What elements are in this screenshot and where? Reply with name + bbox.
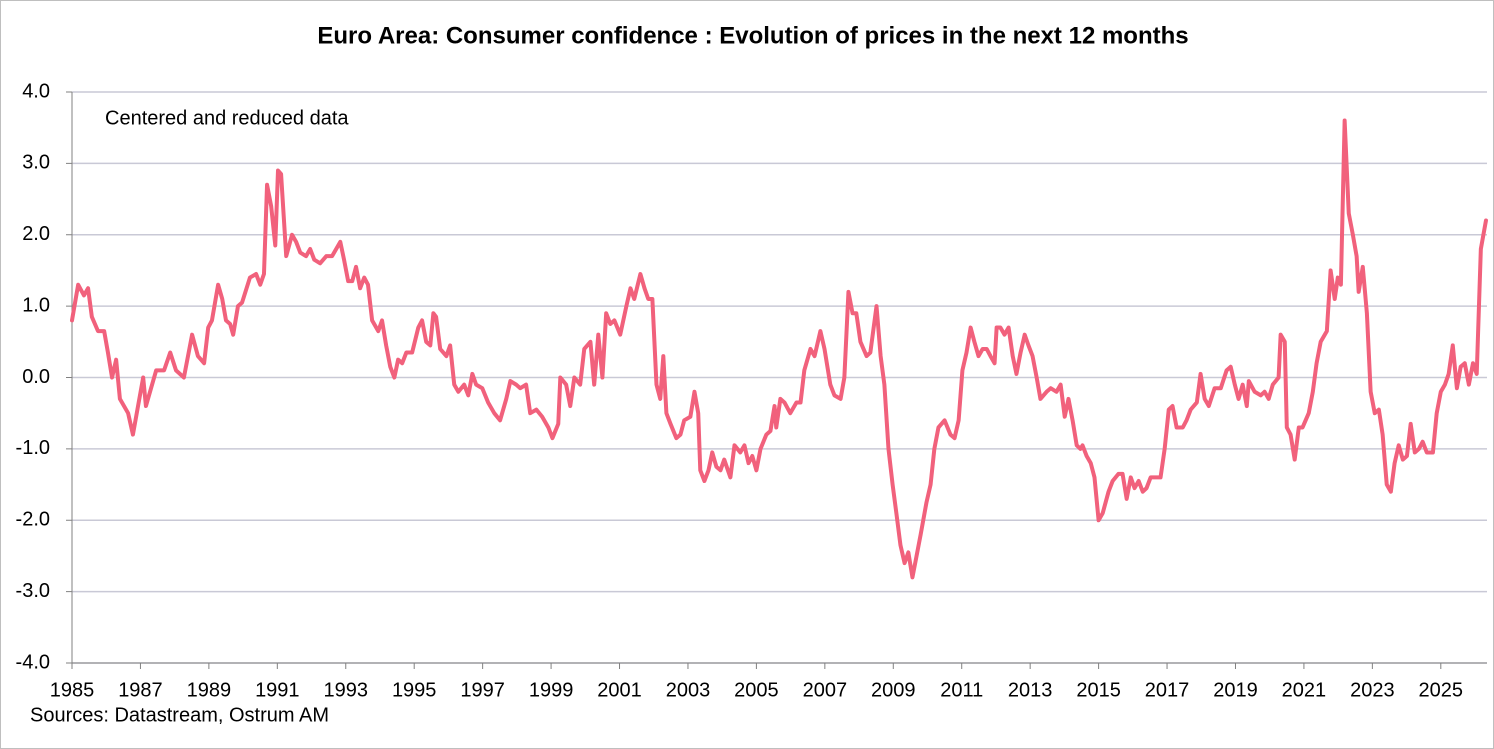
data-line (70, 118, 1488, 580)
y-tick-label: 1.0 (22, 294, 50, 316)
x-tick-label: 1997 (460, 679, 505, 701)
source: Sources: Datastream, Ostrum AM (30, 704, 329, 726)
y-tick-label: -2.0 (16, 509, 50, 531)
x-tick-label: 1991 (255, 679, 300, 701)
x-tick-label: 2013 (1008, 679, 1053, 701)
x-tick-label: 2003 (666, 679, 711, 701)
y-tick-label: 3.0 (22, 152, 50, 174)
x-tick-label: 2019 (1213, 679, 1258, 701)
x-tick-label: 1999 (529, 679, 574, 701)
y-tick-label: 2.0 (22, 223, 50, 245)
x-tick-label: 2017 (1145, 679, 1190, 701)
x-tick-label: 2021 (1282, 679, 1327, 701)
y-tick-label: -4.0 (16, 651, 50, 673)
y-tick-label: 0.0 (22, 366, 50, 388)
x-tick-label: 2005 (734, 679, 779, 701)
x-tick-label: 1987 (118, 679, 163, 701)
x-tick-label: 2009 (871, 679, 916, 701)
x-tick-label: 1995 (392, 679, 437, 701)
x-tick-label: 2025 (1419, 679, 1464, 701)
x-tick-label: 2023 (1350, 679, 1395, 701)
x-tick-label: 2001 (597, 679, 642, 701)
x-tick-label: 1989 (187, 679, 232, 701)
y-tick-label: -3.0 (16, 580, 50, 602)
x-tick-label: 2007 (803, 679, 848, 701)
chart-title: Euro Area: Consumer confidence : Evoluti… (317, 22, 1188, 49)
y-tick-label: -1.0 (16, 437, 50, 459)
x-tick-label: 1985 (50, 679, 95, 701)
x-tick-label: 2011 (940, 679, 983, 701)
annotation: Centered and reduced data (105, 107, 349, 129)
x-tick-label: 2015 (1076, 679, 1121, 701)
x-tick-label: 1993 (324, 679, 369, 701)
y-tick-label: 4.0 (22, 80, 50, 102)
